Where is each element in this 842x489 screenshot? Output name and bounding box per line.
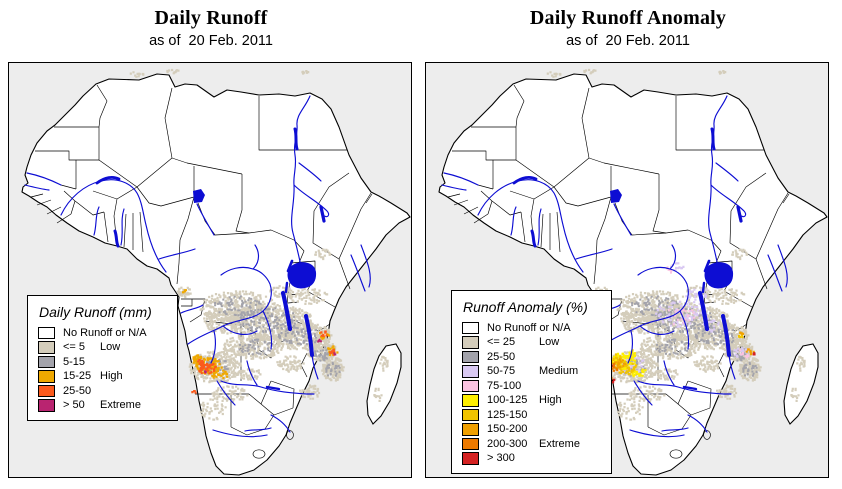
legend-swatch — [462, 336, 479, 349]
legend-swatch — [38, 355, 55, 368]
page-title: Daily Runoff — [154, 7, 268, 29]
legend-row: 125-150 — [462, 408, 603, 422]
legend-range-label: 100-125 — [487, 394, 528, 407]
legend-swatch — [462, 379, 479, 392]
legend-row: 150-200 — [462, 423, 603, 437]
legend-swatch — [462, 321, 479, 334]
legend-range-label: No Runoff or N/A — [487, 321, 571, 334]
legend-swatch — [38, 399, 55, 412]
legend-row: <= 25 Low — [462, 336, 603, 350]
legend-range-label: 25-50 — [487, 350, 516, 363]
legend-runoff-anomaly: Runoff Anomaly (%) No Runoff or N/A <= 25… — [451, 290, 612, 474]
legend-swatch — [38, 370, 55, 383]
legend-qualifier-label: Low — [100, 341, 121, 354]
legend-swatch — [462, 408, 479, 421]
legend-range-label: 125-150 — [487, 408, 528, 421]
legend-row: 200-300 Extreme — [462, 437, 603, 451]
legend-qualifier-label: Extreme — [539, 437, 580, 450]
legend-swatch — [38, 326, 55, 339]
legend-range-label: 5-15 — [63, 355, 86, 368]
legend-swatch — [38, 341, 55, 354]
legend-row: 100-125 High — [462, 394, 603, 408]
legend-range-label: > 50 — [63, 399, 85, 412]
page-subtitle: as of 20 Feb. 2011 — [566, 33, 690, 49]
page-subtitle: as of 20 Feb. 2011 — [149, 33, 273, 49]
legend-qualifier-label: Medium — [539, 365, 579, 378]
legend-row: > 50 Extreme — [38, 399, 169, 413]
legend-range-label: 15-25 — [63, 370, 92, 383]
legend-row: 5-15 — [38, 355, 169, 369]
legend-qualifier-label: High — [100, 370, 123, 383]
legend-range-label: <= 25 — [487, 336, 516, 349]
legend-row: <= 5 Low — [38, 341, 169, 355]
runoff-shading — [129, 68, 389, 421]
legend-range-label: 25-50 — [63, 384, 92, 397]
legend-range-label: No Runoff or N/A — [63, 326, 147, 339]
legend-row: No Runoff or N/A — [462, 321, 603, 335]
legend-range-label: <= 5 — [63, 341, 86, 354]
legend-swatch — [462, 394, 479, 407]
legend-row: > 300 — [462, 452, 603, 466]
legend-range-label: > 300 — [487, 452, 515, 465]
legend-range-label: 50-75 — [487, 365, 516, 378]
legend-row: 50-75 Medium — [462, 365, 603, 379]
legend-range-label: 200-300 — [487, 437, 528, 450]
africa-map-runoff — [9, 63, 411, 477]
panel-daily-runoff: Daily Runoff as of 20 Feb. 2011 Daily Ru… — [8, 0, 414, 478]
legend-swatch — [462, 452, 479, 465]
map-frame-runoff: Daily Runoff (mm) No Runoff or N/A <= 5 Lo… — [8, 62, 412, 478]
legend-swatch — [462, 437, 479, 450]
legend-swatch — [462, 423, 479, 436]
legend-qualifier-label: Extreme — [100, 399, 141, 412]
legend-qualifier-label: High — [539, 394, 562, 407]
legend-range-label: 150-200 — [487, 423, 528, 436]
legend-row: 25-50 — [38, 384, 169, 398]
legend-qualifier-label: Low — [539, 336, 560, 349]
legend-swatch — [462, 350, 479, 363]
panel-runoff-anomaly: Daily Runoff Anomaly as of 20 Feb. 2011 … — [425, 0, 831, 478]
map-frame-anomaly: Runoff Anomaly (%) No Runoff or N/A <= 25… — [425, 62, 829, 478]
legend-range-label: 75-100 — [487, 379, 522, 392]
legend-row: 75-100 — [462, 379, 603, 393]
legend-title: Daily Runoff (mm) — [39, 304, 152, 320]
legend-swatch — [462, 365, 479, 378]
legend-row: No Runoff or N/A — [38, 326, 169, 340]
legend-row: 25-50 — [462, 350, 603, 364]
legend-row: 15-25 High — [38, 370, 169, 384]
page-title: Daily Runoff Anomaly — [529, 7, 727, 29]
legend-title: Runoff Anomaly (%) — [463, 299, 588, 315]
legend-daily-runoff: Daily Runoff (mm) No Runoff or N/A <= 5 Lo… — [27, 295, 178, 421]
legend-swatch — [38, 384, 55, 397]
